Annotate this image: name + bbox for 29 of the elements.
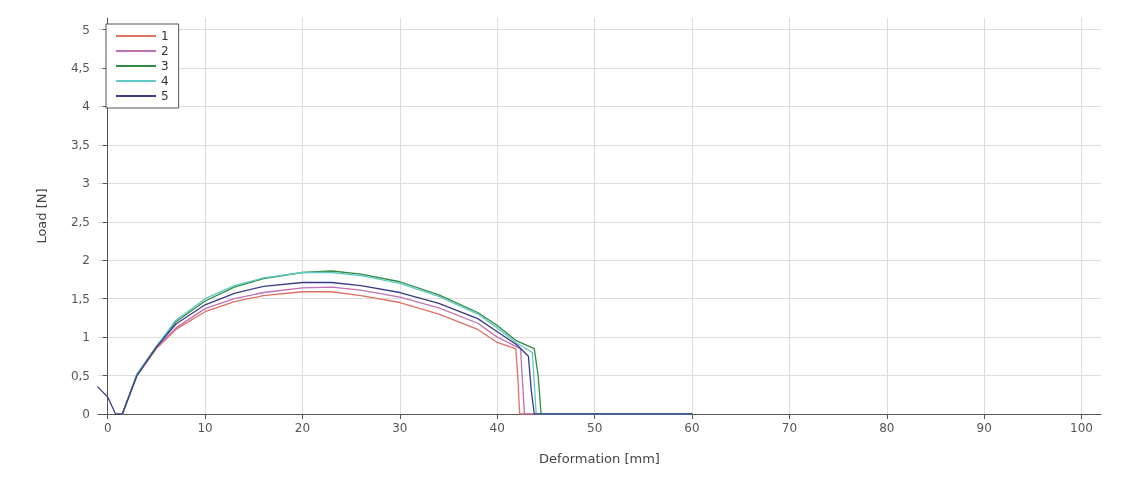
y-tick-label: 4: [82, 99, 90, 114]
y-tick-label: 2: [82, 253, 90, 268]
x-tick-label: 60: [684, 421, 700, 435]
y-tick-label: 0,5: [70, 368, 90, 383]
x-tick-label: 30: [392, 421, 408, 435]
y-tick-label: 5: [82, 22, 90, 37]
legend-label: 3: [161, 59, 169, 73]
x-tick-label: 70: [781, 421, 798, 435]
x-tick-label: 50: [586, 421, 603, 435]
x-tick-label: 10: [197, 421, 213, 435]
y-tick-label: 3,5: [70, 137, 90, 152]
y-tick-label: 0: [82, 407, 90, 421]
x-tick-label: 20: [294, 421, 311, 435]
x-tick-label: 80: [879, 421, 895, 435]
y-tick-label: 3: [82, 176, 90, 191]
x-tick-label: 100: [1070, 421, 1093, 435]
y-tick-label: 2,5: [70, 214, 90, 229]
y-tick-label: 4,5: [70, 60, 90, 75]
legend-label: 2: [161, 44, 169, 58]
y-tick-label: 1: [82, 330, 90, 345]
legend-label: 4: [161, 74, 169, 88]
x-axis-title: Deformation [mm]: [539, 451, 660, 466]
legend-label: 5: [161, 89, 169, 103]
y-tick-label: 1,5: [70, 291, 90, 306]
x-tick-label: 40: [489, 421, 505, 435]
y-axis-title: Load [N]: [34, 188, 49, 244]
x-tick-label: 90: [976, 421, 992, 435]
legend-label: 1: [161, 29, 169, 43]
x-tick-label: 0: [103, 421, 112, 435]
